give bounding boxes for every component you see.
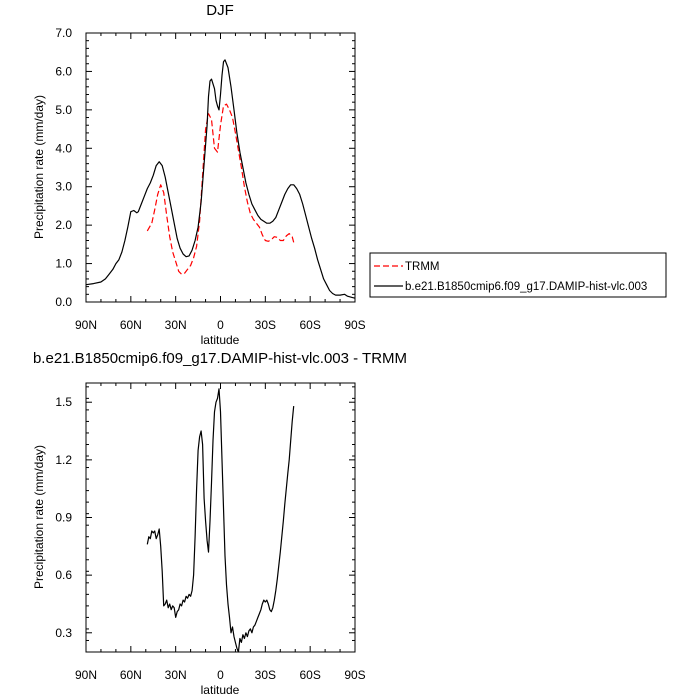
top-x-axis-label: latitude: [201, 333, 240, 347]
bottom-x-tick-label: 60N: [120, 668, 142, 682]
bottom-chart-title: b.e21.B1850cmip6.f09_g17.DAMIP-hist-vlc.…: [33, 350, 407, 367]
top-axis-ticks: 90N 60N 30N 0 30S 60S 90S 0.0 1.0 2.0 3.0 4.0 5.0 6.0…: [55, 26, 365, 332]
top-y-tick-label: 1.0: [55, 257, 72, 271]
top-y-tick-label: 2.0: [55, 218, 72, 232]
bottom-axis-ticks: 90N 60N 30N 0 30S 60S 90S 0.3 0.6 0.9 1.2 1.5: [55, 383, 366, 682]
top-plot-frame: [85, 32, 356, 303]
top-y-tick-label: 3.0: [55, 180, 72, 194]
top-series-line-1: [85, 59, 356, 299]
top-y-axis-label: Precipitation rate (mm/day): [32, 95, 46, 239]
top-x-tick-label: 30S: [255, 318, 276, 332]
top-y-tick-label: 7.0: [55, 26, 72, 40]
top-y-tick-label: 5.0: [55, 103, 72, 117]
top-y-tick-label: 0.0: [55, 295, 72, 309]
top-x-tick-label: 30N: [165, 318, 187, 332]
bottom-x-axis-label: latitude: [201, 683, 240, 697]
top-x-tick-label: 90S: [344, 318, 365, 332]
top-y-tick-label: 4.0: [55, 141, 72, 155]
bottom-panel: b.e21.B1850cmip6.f09_g17.DAMIP-hist-vlc.…: [32, 350, 407, 697]
legend-label-model: b.e21.B1850cmip6.f09_g17.DAMIP-hist-vlc.…: [405, 281, 647, 293]
top-series-line-0: [146, 103, 295, 275]
bottom-x-tick-label: 30S: [255, 668, 276, 682]
bottom-y-tick-label: 1.5: [55, 395, 72, 409]
legend: TRMM b.e21.B1850cmip6.f09_g17.DAMIP-hist…: [369, 252, 667, 298]
bottom-y-tick-label: 0.3: [55, 626, 72, 640]
top-panel: DJF 90N 60N 30N 0 30S 60S 90S 0.0 1.0 2.0 3.0 4.0 5.…: [32, 2, 366, 347]
top-x-tick-label: 90N: [75, 318, 97, 332]
bottom-x-tick-label: 30N: [165, 668, 187, 682]
bottom-x-tick-label: 60S: [299, 668, 320, 682]
top-y-tick-label: 6.0: [55, 64, 72, 78]
top-chart-title: DJF: [206, 2, 234, 19]
bottom-y-tick-label: 0.6: [55, 568, 72, 582]
legend-label-trmm: TRMM: [405, 261, 440, 273]
bottom-x-tick-label: 0: [217, 668, 224, 682]
bottom-y-axis-label: Precipitation rate (mm/day): [32, 445, 46, 589]
bottom-series-group: [146, 388, 295, 653]
top-series-group: [85, 59, 356, 299]
legend-box: [369, 252, 667, 298]
bottom-y-tick-label: 0.9: [55, 511, 72, 525]
bottom-series-line-0: [146, 388, 295, 653]
bottom-x-tick-label: 90S: [344, 668, 365, 682]
bottom-x-tick-label: 90N: [75, 668, 97, 682]
top-x-tick-label: 60N: [120, 318, 142, 332]
bottom-plot-frame: [85, 382, 356, 653]
bottom-y-tick-label: 1.2: [55, 453, 72, 467]
top-x-tick-label: 60S: [299, 318, 320, 332]
top-x-tick-label: 0: [217, 318, 224, 332]
